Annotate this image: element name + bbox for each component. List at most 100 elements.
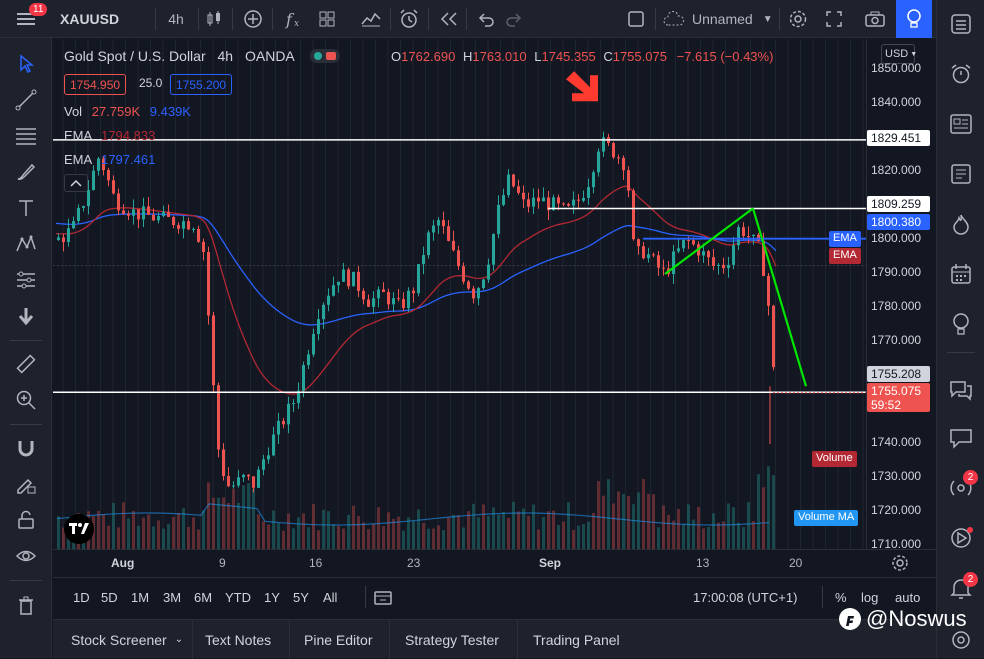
percent-scale-toggle[interactable]: % [835, 589, 847, 605]
range-1m-button[interactable]: 1M [131, 589, 150, 605]
interval-button[interactable]: 4h [168, 11, 184, 27]
text-tool[interactable] [0, 190, 52, 226]
volume-bar [302, 513, 305, 549]
financials-button[interactable] [356, 0, 386, 38]
range-5d-button[interactable]: 5D [101, 589, 118, 605]
sell-price-button[interactable]: 1754.950 [64, 74, 127, 95]
auto-scale-toggle[interactable]: auto [895, 589, 921, 605]
time-tick-label: Sep [539, 556, 562, 570]
fullscreen-selection-button[interactable] [622, 0, 650, 38]
settings-button[interactable] [784, 0, 812, 38]
hide-drawings[interactable] [0, 538, 52, 574]
symbol-search[interactable]: XAUUSD [60, 11, 120, 27]
volume-bar [762, 487, 765, 549]
alerts-button[interactable] [937, 56, 984, 92]
tradingview-logo[interactable] [64, 514, 94, 544]
streams-button[interactable]: 2 [937, 470, 984, 506]
templates-button[interactable] [312, 0, 342, 38]
volume-bar [557, 524, 560, 549]
timezone-clock[interactable]: 17:00:08 (UTC+1) [693, 589, 798, 605]
volume-bar [367, 529, 370, 549]
fullscreen-button[interactable] [820, 0, 848, 38]
compare-button[interactable] [238, 0, 268, 38]
tab-text-notes[interactable]: Text Notes [205, 631, 272, 648]
replay-button[interactable] [434, 0, 464, 38]
ema-red-line [55, 185, 777, 395]
tab-stock-screener[interactable]: Stock Screener ⌄ [71, 620, 183, 659]
goto-date-button[interactable] [373, 588, 393, 611]
range-1d-button[interactable]: 1D [73, 589, 90, 605]
private-chats-button[interactable] [937, 420, 984, 456]
alert-button[interactable] [394, 0, 424, 38]
range-1y-button[interactable]: 1Y [264, 589, 280, 605]
volume-bar [737, 522, 740, 549]
tab-strategy-tester[interactable]: Strategy Tester [405, 631, 499, 648]
watchlist-button[interactable] [937, 6, 984, 42]
chart-pane[interactable]: Gold Spot / U.S. Dollar 4h OANDA O1762.6… [53, 39, 866, 549]
data-window-button[interactable] [937, 106, 984, 142]
volume-bar [657, 527, 660, 549]
brush-tool[interactable] [0, 154, 52, 190]
volume-bar [547, 511, 550, 549]
magnet-tool[interactable] [0, 430, 52, 466]
volume-bar [187, 526, 190, 549]
candle-body [347, 269, 350, 287]
chart-type-button[interactable] [200, 0, 228, 38]
volume-bar [272, 510, 275, 549]
ema1-legend: EMA 1794.833 [64, 128, 155, 143]
measure-tool[interactable] [0, 346, 52, 382]
candle-body [342, 269, 345, 282]
volume-bar [567, 502, 570, 549]
price-chart[interactable] [53, 39, 866, 549]
hotlists-button[interactable] [937, 206, 984, 242]
price-axis[interactable]: USD ▼ 1850.0001840.0001830.0001820.00018… [866, 39, 936, 551]
buy-price-button[interactable]: 1755.200 [170, 74, 233, 95]
screenshot-button[interactable] [860, 0, 890, 38]
layout-name-button[interactable]: Unnamed ▼ [662, 0, 777, 38]
time-axis[interactable]: Aug 9 16 23 Sep 13 20 [53, 549, 936, 577]
candle-body [617, 157, 620, 159]
remove-drawings[interactable] [0, 588, 52, 624]
publish-idea-button[interactable] [896, 0, 932, 38]
range-6m-button[interactable]: 6M [194, 589, 213, 605]
trend-line-tool[interactable] [0, 82, 52, 118]
candle-body [462, 266, 465, 282]
range-ytd-button[interactable]: YTD [225, 589, 251, 605]
candle-body [152, 214, 155, 221]
range-all-button[interactable]: All [323, 589, 338, 605]
redo-button[interactable] [500, 0, 528, 38]
ideas-button[interactable] [937, 306, 984, 342]
watermark: @Noswus [838, 604, 967, 634]
ema-red-tag: EMA [829, 248, 861, 264]
chats-button[interactable] [937, 372, 984, 408]
zoom-tool[interactable] [0, 382, 52, 418]
chart-settings-button[interactable] [891, 554, 909, 577]
undo-button[interactable] [472, 0, 500, 38]
tab-pine-editor[interactable]: Pine Editor [304, 631, 373, 648]
calendar-list-button[interactable] [937, 156, 984, 192]
tab-trading-panel[interactable]: Trading Panel [533, 631, 620, 648]
collapse-legend-button[interactable] [64, 174, 88, 192]
notifications-button[interactable]: 2 [937, 570, 984, 606]
currency-selector[interactable]: USD ▼ [881, 44, 917, 64]
candle-body [167, 211, 170, 217]
live-button[interactable] [937, 520, 984, 556]
help-button[interactable] [937, 622, 984, 658]
fib-tool[interactable] [0, 118, 52, 154]
icons-tool[interactable] [0, 298, 52, 334]
lock-drawings[interactable] [0, 502, 52, 538]
range-5y-button[interactable]: 5Y [293, 589, 309, 605]
volume-ma-line [56, 503, 770, 526]
notifications-badge: 2 [963, 572, 978, 587]
prediction-tool[interactable] [0, 262, 52, 298]
cursor-tool[interactable] [0, 46, 52, 82]
volume-bar [717, 522, 720, 549]
pattern-tool[interactable] [0, 226, 52, 262]
log-scale-toggle[interactable]: log [861, 589, 879, 605]
main-menu-button[interactable]: 11 [0, 0, 52, 38]
stay-in-drawing-mode[interactable] [0, 466, 52, 502]
range-3m-button[interactable]: 3M [163, 589, 182, 605]
calendar-button[interactable] [937, 256, 984, 292]
candle-body [237, 477, 240, 486]
